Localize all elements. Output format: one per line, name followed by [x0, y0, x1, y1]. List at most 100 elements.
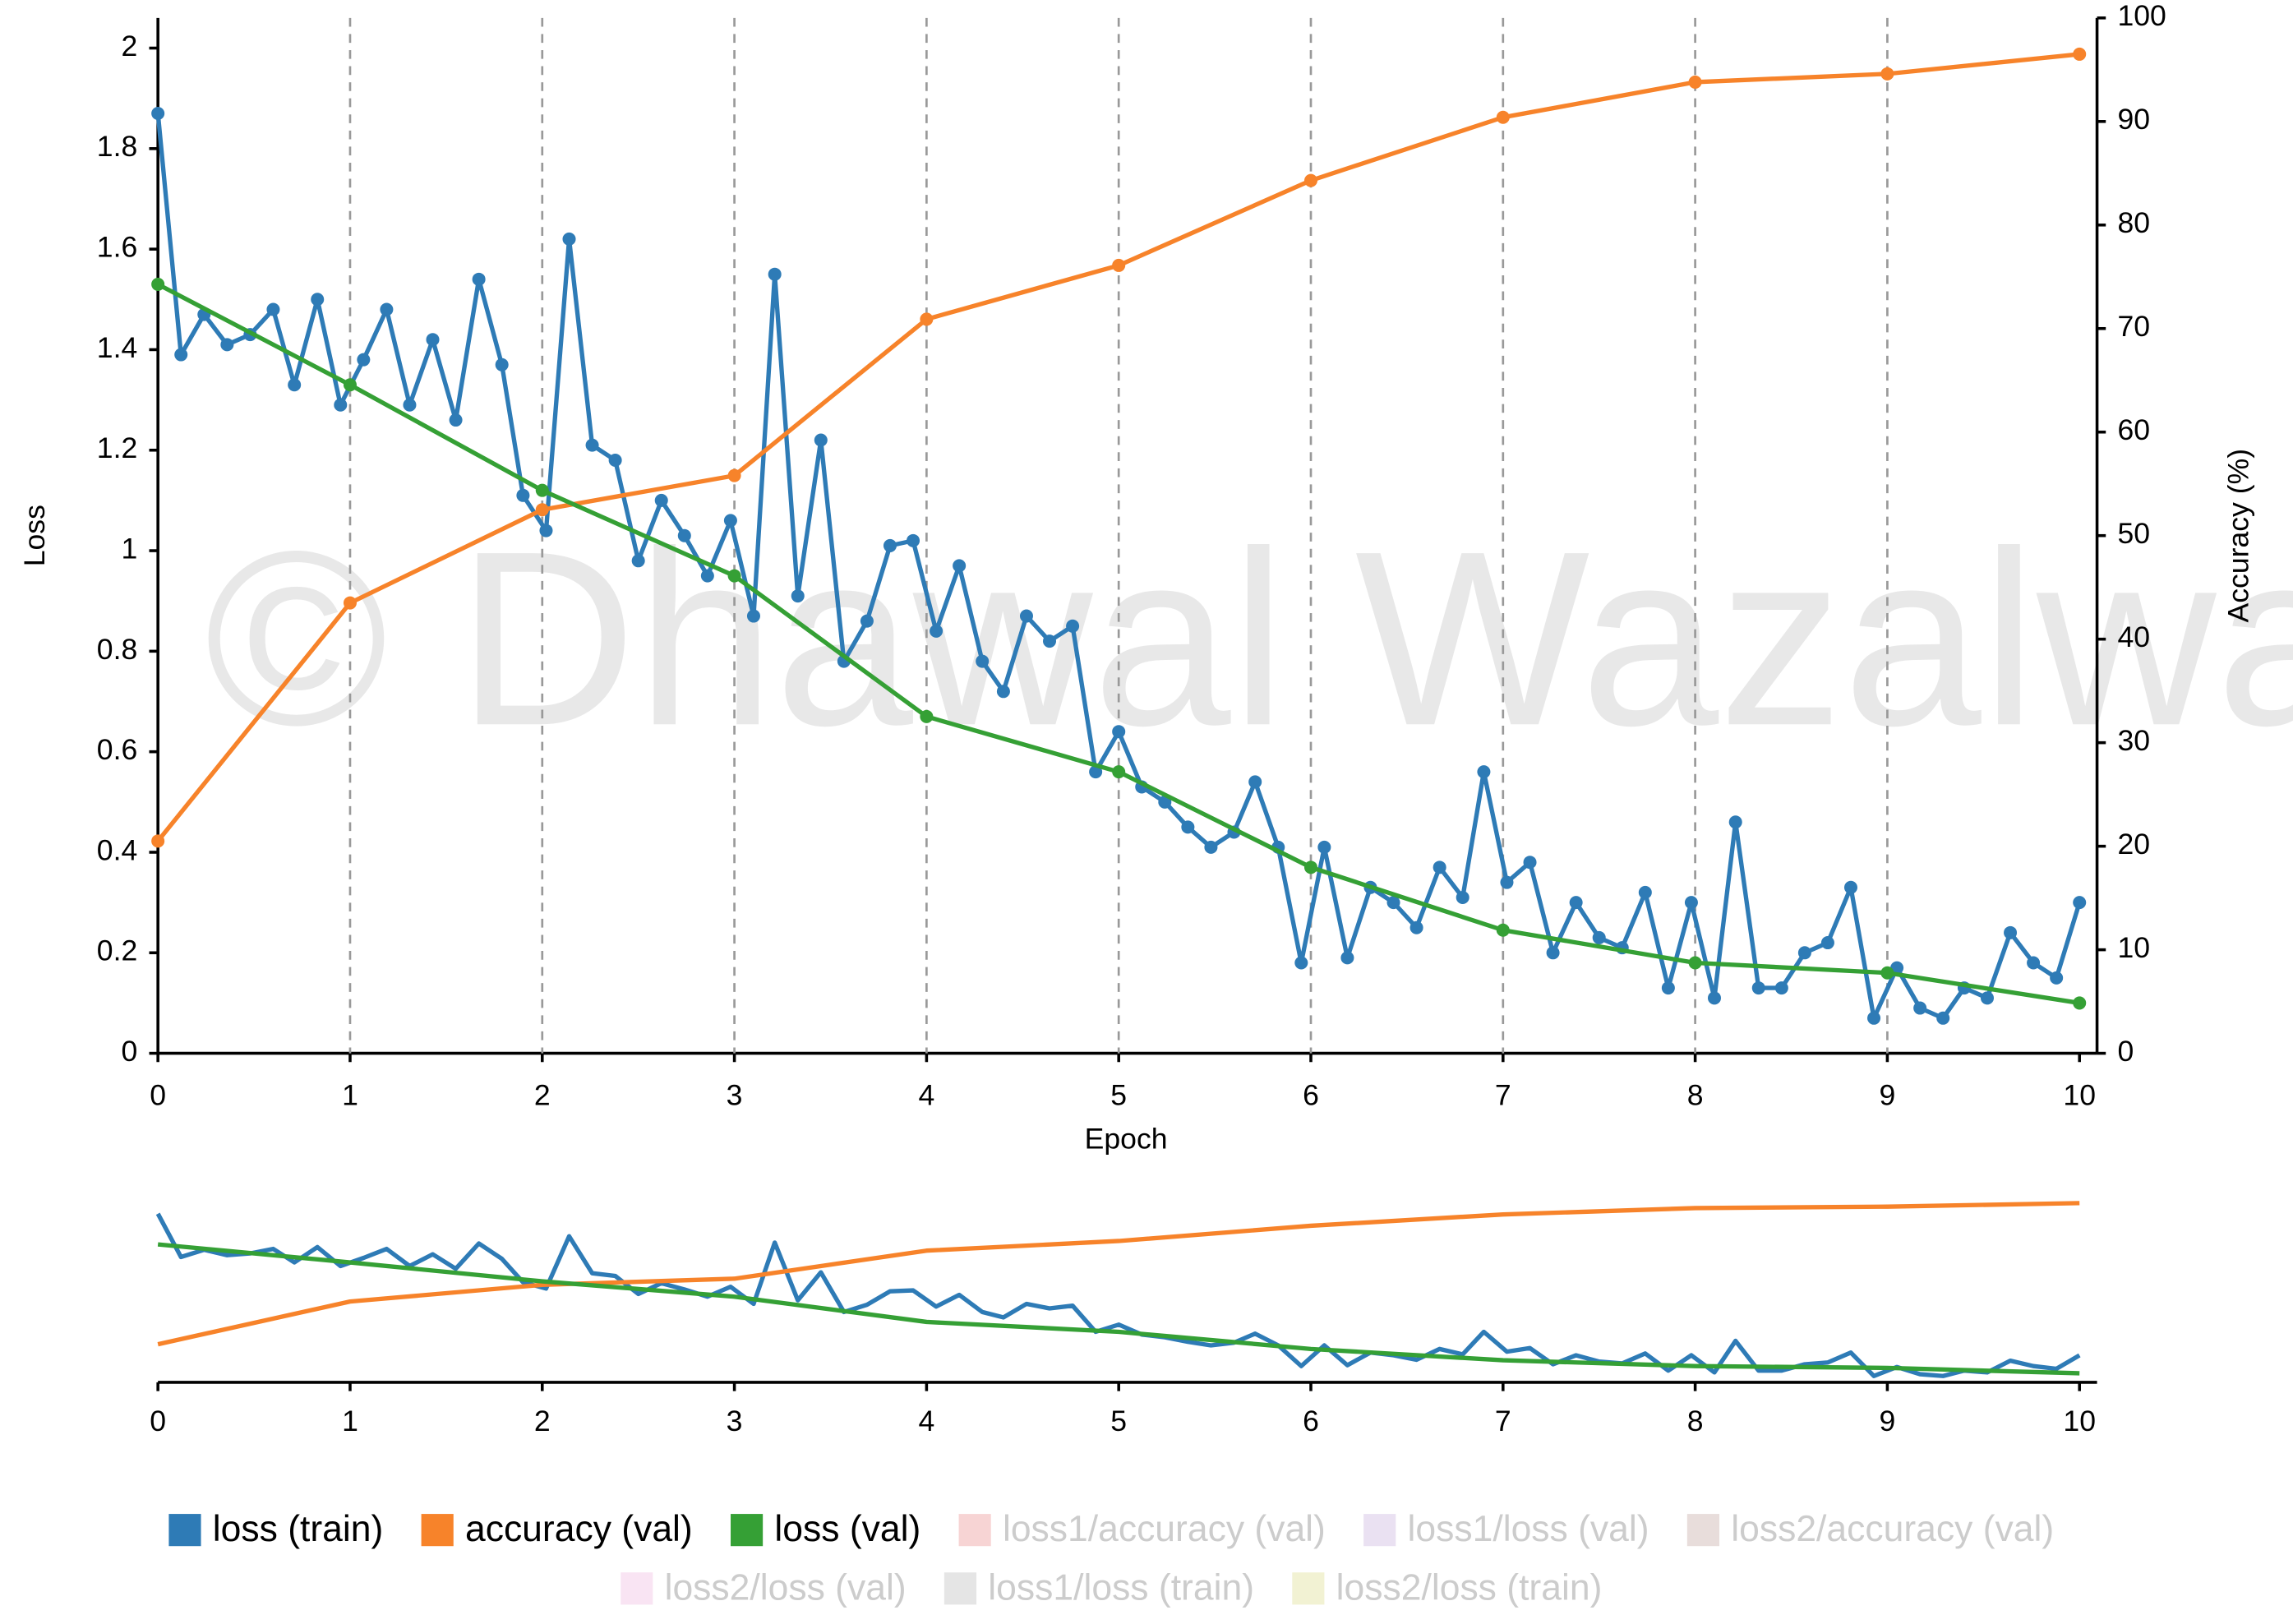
legend-item[interactable]: loss1/accuracy (val): [958, 1509, 1326, 1549]
data-point: [311, 293, 325, 307]
y-tick-label: 1: [121, 532, 137, 565]
legend-swatch: [1686, 1514, 1720, 1547]
data-point: [883, 538, 897, 552]
overview-x-tick-label: 0: [150, 1405, 166, 1437]
data-point: [1112, 725, 1126, 739]
data-point: [723, 514, 737, 528]
data-point: [151, 834, 165, 848]
data-point: [449, 413, 463, 427]
data-point: [2073, 47, 2087, 61]
data-point: [1880, 966, 1894, 980]
data-point: [1477, 765, 1491, 779]
data-point: [403, 398, 417, 412]
y2-tick-label: 40: [2117, 621, 2150, 653]
y2-tick-label: 30: [2117, 724, 2150, 757]
y2-axis-label: Accuracy (%): [2221, 449, 2254, 623]
legend-label: accuracy (val): [465, 1509, 693, 1549]
y-tick-label: 0.8: [97, 633, 137, 666]
data-point: [1066, 619, 1080, 633]
data-point: [907, 533, 920, 547]
data-point: [860, 614, 874, 628]
y-axis-label: Loss: [18, 505, 51, 566]
x-tick-label: 2: [534, 1078, 551, 1111]
overview-x-tick-label: 3: [727, 1405, 743, 1437]
x-tick-label: 6: [1303, 1078, 1319, 1111]
x-tick-label: 0: [150, 1078, 166, 1111]
legend-swatch: [1292, 1572, 1325, 1605]
data-point: [343, 378, 357, 392]
y2-tick-label: 0: [2117, 1035, 2134, 1068]
data-point: [1684, 896, 1698, 910]
data-point: [1248, 775, 1262, 789]
legend-swatch: [958, 1514, 991, 1547]
data-point: [1409, 920, 1423, 934]
y-tick-label: 1.2: [97, 431, 137, 464]
data-point: [1638, 885, 1652, 899]
legend-item[interactable]: loss1/loss (val): [1363, 1509, 1649, 1549]
y2-tick-label: 20: [2117, 828, 2150, 860]
y2-tick-label: 70: [2117, 310, 2150, 343]
data-point: [920, 312, 934, 326]
data-point: [380, 302, 394, 316]
data-point: [562, 232, 576, 246]
legend-item[interactable]: loss2/loss (val): [621, 1567, 907, 1608]
data-point: [343, 596, 357, 610]
data-point: [1820, 936, 1834, 950]
legend-item[interactable]: loss (train): [168, 1509, 383, 1549]
y2-tick-label: 80: [2117, 206, 2150, 239]
overview-x-tick-label: 9: [1880, 1405, 1896, 1437]
data-point: [1303, 860, 1318, 874]
overview-x-tick-label: 6: [1303, 1405, 1319, 1437]
data-point: [426, 333, 440, 347]
data-point: [1774, 981, 1788, 995]
data-point: [1936, 1011, 1950, 1025]
legend-label: loss (val): [774, 1509, 920, 1549]
overview-line: [157, 1201, 2080, 1347]
legend-swatch: [168, 1514, 201, 1547]
overview-x-tick-label: 2: [534, 1405, 551, 1437]
y-tick-label: 0.4: [97, 833, 137, 866]
data-point: [266, 302, 280, 316]
y2-tick-label: 100: [2117, 0, 2166, 32]
data-point: [1112, 765, 1126, 779]
data-point: [2027, 956, 2041, 970]
data-point: [1843, 880, 1857, 894]
data-point: [472, 272, 486, 286]
legend-item[interactable]: loss2/accuracy (val): [1686, 1509, 2054, 1549]
data-point: [2073, 996, 2087, 1010]
data-point: [2073, 896, 2087, 910]
data-point: [1569, 896, 1583, 910]
data-point: [535, 503, 549, 517]
data-point: [1496, 923, 1510, 937]
y2-tick-label: 10: [2117, 931, 2150, 964]
data-point: [677, 528, 691, 542]
data-point: [1340, 951, 1354, 965]
data-point: [1303, 173, 1318, 187]
data-point: [151, 277, 165, 291]
legend-item[interactable]: accuracy (val): [421, 1509, 693, 1549]
x-tick-label: 5: [1110, 1078, 1127, 1111]
y-tick-label: 0: [121, 1035, 137, 1068]
y-tick-label: 0.2: [97, 934, 137, 967]
x-tick-label: 1: [342, 1078, 358, 1111]
data-point: [539, 524, 553, 537]
overview-x-tick-label: 7: [1495, 1405, 1511, 1437]
x-tick-label: 3: [727, 1078, 743, 1111]
legend-label: loss (train): [213, 1509, 384, 1549]
data-point: [700, 569, 714, 583]
data-point: [220, 338, 234, 352]
y-tick-label: 2: [121, 30, 137, 62]
data-point: [727, 468, 741, 482]
data-point: [920, 709, 934, 723]
x-tick-label: 4: [918, 1078, 934, 1111]
legend-item[interactable]: loss (val): [731, 1509, 920, 1549]
y2-tick-label: 50: [2117, 517, 2150, 550]
x-tick-label: 10: [2063, 1078, 2096, 1111]
legend-item[interactable]: loss2/loss (train): [1292, 1567, 1602, 1608]
legend-item[interactable]: loss1/loss (train): [943, 1567, 1254, 1608]
data-point: [174, 348, 188, 362]
data-point: [1688, 956, 1702, 970]
data-point: [1386, 896, 1400, 910]
data-point: [1112, 258, 1126, 272]
data-point: [1880, 67, 1894, 81]
